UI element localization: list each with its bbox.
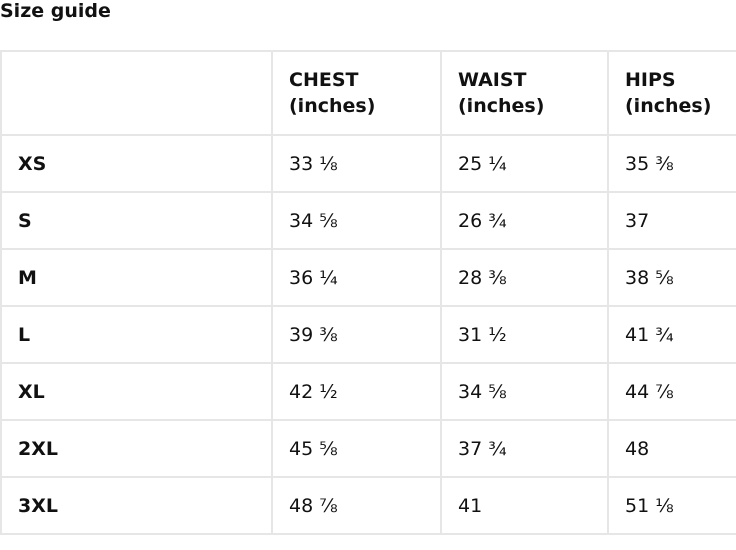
size-label: 2XL [0, 419, 273, 478]
measurement-cell: 48 ⅞ [271, 476, 442, 535]
measurement-cell: 25 ¼ [440, 134, 609, 193]
header-text: WAIST [458, 69, 527, 91]
measurement-cell: 35 ⅜ [607, 134, 736, 193]
measurement-cell: 38 ⅝ [607, 248, 736, 307]
table-row: L 39 ⅜ 31 ½ 41 ¾ [0, 305, 736, 364]
header-text: HIPS [625, 69, 676, 91]
measurement-cell: 51 ⅛ [607, 476, 736, 535]
measurement-cell: 34 ⅝ [440, 362, 609, 421]
size-label: XS [0, 134, 273, 193]
measurement-cell: 41 ¾ [607, 305, 736, 364]
measurement-cell: 45 ⅝ [271, 419, 442, 478]
measurement-cell: 39 ⅜ [271, 305, 442, 364]
header-cell: HIPS (inches) [607, 50, 736, 136]
page-title: Size guide [0, 0, 111, 22]
header-text: (inches) [458, 95, 545, 117]
table-row: XL 42 ½ 34 ⅝ 44 ⅞ [0, 362, 736, 421]
measurement-cell: 37 ¾ [440, 419, 609, 478]
measurement-cell: 44 ⅞ [607, 362, 736, 421]
table-row: XS 33 ⅛ 25 ¼ 35 ⅜ [0, 134, 736, 193]
size-label: S [0, 191, 273, 250]
size-label: L [0, 305, 273, 364]
size-label: M [0, 248, 273, 307]
measurement-cell: 41 [440, 476, 609, 535]
measurement-cell: 42 ½ [271, 362, 442, 421]
header-text: (inches) [289, 95, 376, 117]
header-cell: WAIST (inches) [440, 50, 609, 136]
table-row: M 36 ¼ 28 ⅜ 38 ⅝ [0, 248, 736, 307]
measurement-cell: 34 ⅝ [271, 191, 442, 250]
measurement-cell: 33 ⅛ [271, 134, 442, 193]
table-row: 2XL 45 ⅝ 37 ¾ 48 [0, 419, 736, 478]
size-label: 3XL [0, 476, 273, 535]
measurement-cell: 31 ½ [440, 305, 609, 364]
header-cell-empty [0, 50, 273, 136]
measurement-cell: 36 ¼ [271, 248, 442, 307]
measurement-cell: 28 ⅜ [440, 248, 609, 307]
measurement-cell: 37 [607, 191, 736, 250]
header-text: (inches) [625, 95, 712, 117]
header-cell: CHEST (inches) [271, 50, 442, 136]
measurement-cell: 26 ¾ [440, 191, 609, 250]
header-row: CHEST (inches) WAIST (inches) HIPS (inches) [0, 50, 736, 136]
header-text: CHEST [289, 69, 359, 91]
measurement-cell: 48 [607, 419, 736, 478]
size-label: XL [0, 362, 273, 421]
table-row: S 34 ⅝ 26 ¾ 37 [0, 191, 736, 250]
table-row: 3XL 48 ⅞ 41 51 ⅛ [0, 476, 736, 535]
size-guide-table: CHEST (inches) WAIST (inches) HIPS (inches) X… [0, 50, 736, 535]
